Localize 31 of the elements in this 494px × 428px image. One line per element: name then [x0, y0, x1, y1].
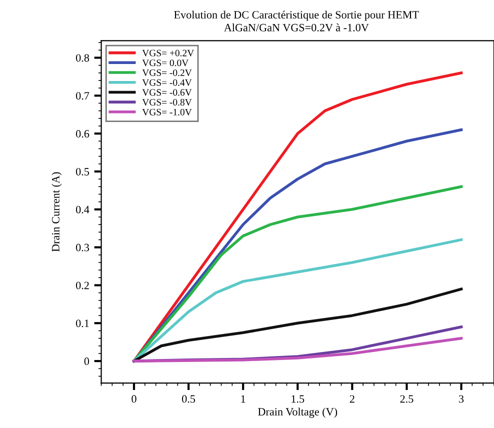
legend-label: VGS= -0.4V [142, 79, 192, 86]
chart-subtitle: AlGaN/GaN VGS=0.2V à -1.0V [224, 24, 369, 32]
line-series [132, 185, 463, 362]
y-tick-label: 0.2 [76, 282, 89, 290]
y-axis-title: Drain Current (A) [52, 172, 62, 252]
x-tick-label: 2 [350, 395, 354, 403]
y-tick-label: 0 [84, 358, 90, 366]
y-tick-label: 0.3 [76, 244, 90, 252]
y-tick-label: 0.6 [76, 130, 90, 138]
legend-label: VGS= -0.8V [142, 98, 192, 106]
chart-title: Evolution de DC Caractéristique de Sortie pour HEMT [174, 10, 419, 21]
x-tick-label: 0 [132, 395, 136, 403]
legend-label: VGS= +0.2V [142, 50, 194, 56]
x-tick-label: 0.5 [182, 395, 196, 403]
y-tick-label: 0.7 [76, 92, 90, 100]
x-tick-label: 1.5 [292, 395, 304, 403]
legend-label: VGS= -0.2V [142, 69, 192, 76]
legend-label: VGS= -1.0V [142, 108, 192, 116]
x-tick-label: 1 [241, 395, 246, 403]
y-tick-label: 0.8 [76, 54, 90, 62]
y-tick-label: 0.5 [76, 168, 90, 176]
line-series [132, 238, 463, 362]
x-axis-title: Drain Voltage (V) [258, 408, 338, 418]
line-series [132, 288, 463, 362]
y-tick-label: 0.4 [76, 206, 90, 214]
legend-label: VGS= -0.6V [142, 89, 192, 96]
y-tick-label: 0.1 [76, 320, 89, 328]
x-tick-label: 3 [459, 395, 464, 403]
x-tick-label: 2.5 [400, 395, 414, 403]
line-series [132, 336, 463, 362]
legend-label: VGS= 0.0V [142, 60, 189, 66]
